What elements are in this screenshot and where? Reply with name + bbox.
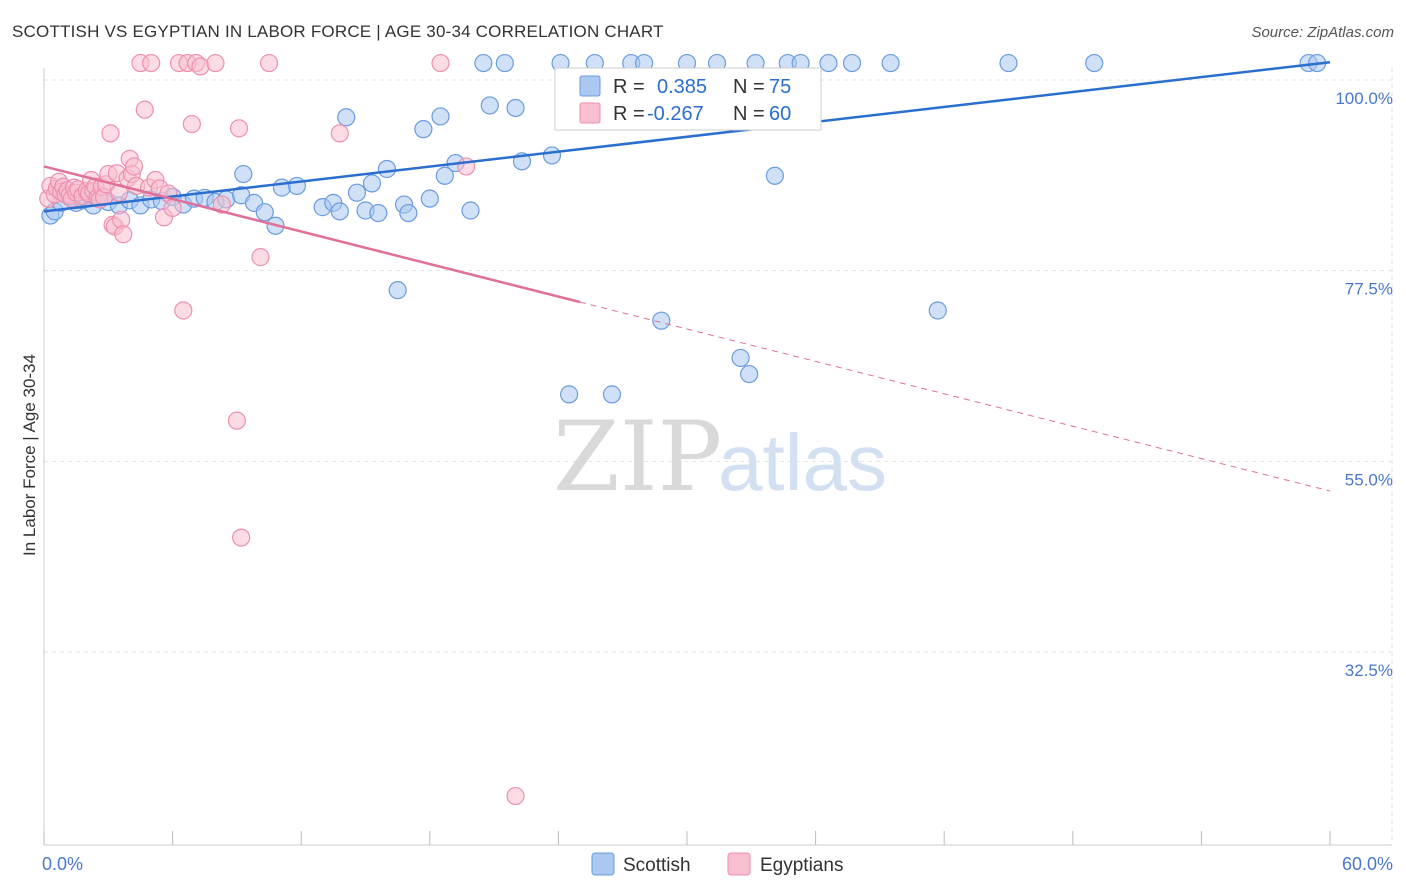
- point-scottish-38: [388, 281, 407, 300]
- point-scottish-27: [272, 178, 292, 197]
- point-scottish-54: [560, 385, 579, 404]
- point-scottish-50: [506, 98, 525, 118]
- legend: R = 0.385 N = 75 R = -0.267 N = 60: [554, 67, 822, 131]
- point-egyptian-48: [174, 301, 193, 320]
- bottom-legend-swatch-egyptian: [727, 852, 751, 876]
- point-egyptian-39: [135, 100, 154, 119]
- point-scottish-33: [347, 183, 367, 202]
- y-tick-label-2: 77.5%: [1345, 280, 1393, 299]
- point-egyptian-56: [229, 119, 249, 138]
- point-egyptian-52: [191, 57, 210, 76]
- legend-r-label-scottish: R =: [613, 76, 645, 98]
- point-egyptian-41: [142, 53, 161, 73]
- point-egyptian-57: [232, 528, 251, 547]
- point-egyptian-59: [259, 53, 279, 73]
- legend-n-value-egyptian: 60: [769, 103, 791, 125]
- trend-line-egyptian: [43, 165, 581, 304]
- point-scottish-41: [414, 120, 433, 139]
- point-scottish-42: [420, 189, 439, 208]
- x-tick-label-min: 0.0%: [42, 854, 83, 874]
- point-scottish-44: [435, 166, 454, 185]
- point-scottish-65: [765, 166, 784, 185]
- point-egyptian-36: [124, 157, 144, 176]
- point-scottish-56: [602, 385, 622, 404]
- legend-n-label-egyptian: N =: [733, 103, 765, 125]
- point-scottish-37: [377, 159, 397, 179]
- chart-source: Source: ZipAtlas.com: [1251, 24, 1394, 41]
- point-scottish-70: [881, 53, 900, 73]
- point-scottish-32: [337, 108, 356, 127]
- point-scottish-43: [431, 107, 450, 126]
- x-tick-labels: 0.0% 60.0%: [42, 854, 1393, 874]
- legend-n-label-scottish: N =: [733, 76, 765, 98]
- legend-n-value-scottish: 75: [769, 76, 791, 98]
- point-egyptian-46: [163, 198, 182, 218]
- y-tick-label-0: 32.5%: [1345, 661, 1393, 680]
- bottom-legend: Scottish Egyptians: [591, 852, 843, 876]
- point-egyptian-26: [101, 124, 120, 143]
- watermark: ZIP atlas: [553, 401, 887, 513]
- point-scottish-36: [362, 174, 382, 193]
- point-scottish-59: [652, 311, 671, 330]
- legend-r-value-egyptian: -0.267: [647, 103, 704, 125]
- point-scottish-35: [369, 203, 388, 223]
- y-tick-label-1: 55.0%: [1345, 470, 1393, 489]
- point-egyptian-55: [227, 411, 246, 430]
- y-tick-label-3: 100.0%: [1335, 89, 1393, 108]
- legend-r-label-egyptian: R =: [613, 103, 645, 125]
- trend-line-scottish: [43, 60, 1331, 213]
- point-scottish-31: [330, 202, 349, 221]
- trend-line-egyptian-extension: [579, 301, 1331, 492]
- point-egyptian-50: [182, 114, 201, 134]
- watermark-atlas: atlas: [718, 418, 887, 507]
- point-egyptian-61: [431, 53, 450, 73]
- bottom-legend-label-egyptian: Egyptians: [760, 855, 843, 876]
- point-egyptian-63: [506, 786, 525, 806]
- legend-swatch-egyptian: [579, 102, 601, 124]
- point-scottish-46: [461, 201, 480, 220]
- watermark-zip: ZIP: [553, 401, 722, 513]
- x-tick-label-max: 60.0%: [1342, 854, 1393, 874]
- point-egyptian-60: [330, 124, 349, 143]
- point-scottish-23: [234, 164, 253, 184]
- point-egyptian-58: [251, 248, 270, 267]
- point-scottish-63: [740, 364, 759, 384]
- point-scottish-71: [928, 301, 947, 320]
- legend-r-value-scottish: 0.385: [657, 76, 707, 98]
- point-scottish-73: [1085, 53, 1104, 73]
- point-scottish-49: [495, 53, 514, 73]
- y-axis-label: In Labor Force | Age 30-34: [20, 354, 39, 556]
- point-egyptian-54: [212, 195, 231, 214]
- bottom-legend-swatch-scottish: [591, 852, 615, 876]
- point-egyptian-53: [206, 53, 225, 73]
- point-scottish-28: [287, 176, 307, 196]
- point-scottish-72: [999, 53, 1018, 73]
- point-scottish-48: [480, 96, 499, 115]
- point-scottish-52: [542, 146, 562, 165]
- point-scottish-47: [474, 53, 493, 73]
- bottom-legend-label-scottish: Scottish: [623, 855, 691, 876]
- point-egyptian-32: [114, 225, 133, 244]
- point-scottish-68: [819, 53, 838, 73]
- point-scottish-25: [255, 203, 274, 222]
- legend-swatch-scottish: [579, 75, 601, 97]
- point-scottish-40: [399, 203, 418, 223]
- chart-title: SCOTTISH VS EGYPTIAN IN LABOR FORCE | AG…: [12, 22, 664, 41]
- trend-lines: [43, 60, 1331, 492]
- point-scottish-69: [842, 53, 862, 73]
- y-tick-labels: 32.5% 55.0% 77.5% 100.0%: [1335, 89, 1393, 680]
- grid-lines: [44, 68, 1393, 845]
- point-scottish-62: [731, 348, 750, 368]
